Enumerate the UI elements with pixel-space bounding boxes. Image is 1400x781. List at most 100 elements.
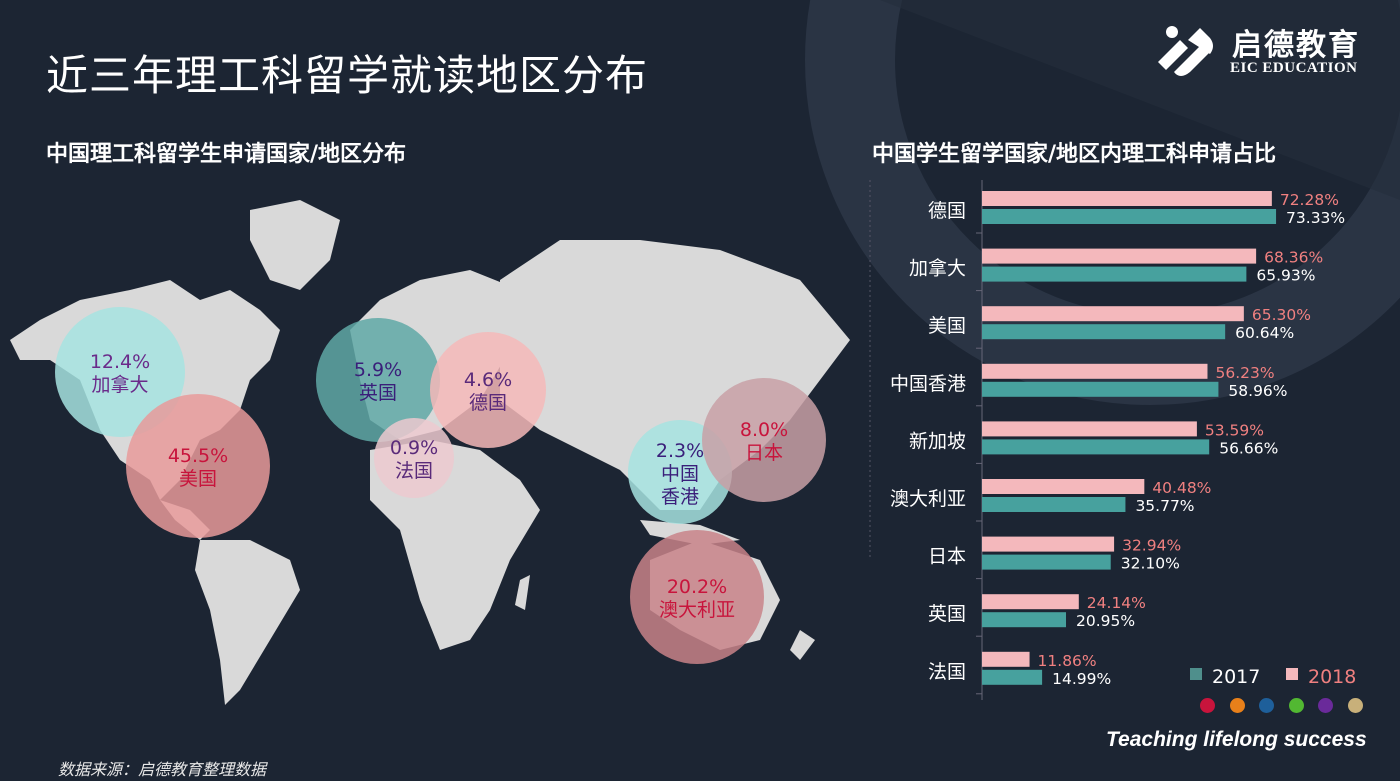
bubble-label: 美国 xyxy=(179,468,217,490)
data-label-2017: 58.96% xyxy=(1228,382,1287,400)
category-label: 德国 xyxy=(928,200,966,222)
legend-swatch xyxy=(1286,668,1298,680)
bar-2017 xyxy=(982,209,1277,224)
bubble-label: 香港 xyxy=(661,486,699,508)
bar-2017 xyxy=(982,554,1111,570)
bubble-7: 20.2%澳大利亚 xyxy=(630,530,764,664)
data-label-2018: 32.94% xyxy=(1122,537,1181,555)
bubble-3: 0.9%法国 xyxy=(374,418,454,498)
data-label-2018: 40.48% xyxy=(1152,479,1211,497)
bubble-label: 日本 xyxy=(745,442,783,464)
tagline: Teaching lifelong success xyxy=(1106,728,1367,751)
bubble-0: 12.4%加拿大 xyxy=(55,307,185,437)
category-label: 加拿大 xyxy=(909,257,966,280)
bubble-circle xyxy=(126,394,270,538)
eic-logo-icon xyxy=(1158,26,1213,76)
bubble-value: 4.6% xyxy=(464,369,512,391)
bar-2017 xyxy=(982,612,1067,628)
bubble-value: 2.3% xyxy=(656,440,704,462)
data-label-2017: 35.77% xyxy=(1135,497,1194,515)
bubble-1: 45.5%美国 xyxy=(126,394,270,538)
map-bubbles: 12.4%加拿大45.5%美国5.9%英国0.9%法国4.6%德国2.3%中国香… xyxy=(55,307,826,664)
data-label-2017: 60.64% xyxy=(1235,324,1294,342)
bubble-4: 4.6%德国 xyxy=(430,332,546,448)
category-label: 日本 xyxy=(928,546,966,568)
data-source: 数据来源：启德教育整理数据 xyxy=(58,760,267,779)
data-label-2018: 24.14% xyxy=(1087,594,1146,612)
data-label-2017: 56.66% xyxy=(1219,439,1278,457)
bar-2018 xyxy=(982,363,1208,379)
bubble-value: 0.9% xyxy=(390,437,438,459)
bubble-2: 5.9%英国 xyxy=(316,318,440,442)
bar-2017 xyxy=(982,324,1226,340)
south-america xyxy=(195,540,300,705)
legend-label: 2018 xyxy=(1308,666,1356,688)
data-label-2018: 65.30% xyxy=(1252,306,1311,324)
bar-2017 xyxy=(982,381,1219,397)
bubble-value: 20.2% xyxy=(667,576,727,598)
bubble-label: 德国 xyxy=(469,392,507,414)
bar-2018 xyxy=(982,651,1030,667)
legend-2018: 2018 xyxy=(1286,666,1356,688)
bar-2018 xyxy=(982,536,1115,552)
bubble-circle xyxy=(702,378,826,502)
legend-swatch xyxy=(1190,668,1202,680)
bubble-label: 法国 xyxy=(395,460,433,482)
madagascar xyxy=(515,575,530,610)
bubble-circle xyxy=(630,530,764,664)
color-dot xyxy=(1200,698,1215,713)
bar-2018 xyxy=(982,248,1257,264)
data-label-2018: 56.23% xyxy=(1215,364,1274,382)
bubble-label: 澳大利亚 xyxy=(659,599,735,621)
bar-2018 xyxy=(982,479,1145,494)
color-dots xyxy=(1200,698,1363,713)
legend-label: 2017 xyxy=(1212,666,1260,688)
page-title: 近三年理工科留学就读地区分布 xyxy=(46,51,649,100)
data-label-2018: 53.59% xyxy=(1205,421,1264,439)
data-label-2018: 72.28% xyxy=(1280,191,1339,209)
bubble-circle xyxy=(55,307,185,437)
data-label-2018: 11.86% xyxy=(1038,652,1097,670)
bubble-value: 5.9% xyxy=(354,359,402,381)
bar-2018 xyxy=(982,594,1079,610)
bubble-label: 英国 xyxy=(359,382,397,404)
bubble-label: 加拿大 xyxy=(91,373,148,396)
bubble-circle xyxy=(430,332,546,448)
data-label-2017: 32.10% xyxy=(1121,555,1180,573)
logo-en: EIC EDUCATION xyxy=(1230,60,1358,76)
bar-2018 xyxy=(982,421,1197,437)
logo-cn: 启德教育 xyxy=(1232,28,1360,63)
chart-title: 中国学生留学国家/地区内理工科申请占比 xyxy=(872,142,1277,167)
category-label: 法国 xyxy=(928,661,966,683)
bubble-circle xyxy=(374,418,454,498)
color-dot xyxy=(1259,698,1274,713)
bubble-circle xyxy=(316,318,440,442)
legend-2017: 2017 xyxy=(1190,666,1260,688)
bubble-6: 8.0%日本 xyxy=(702,378,826,502)
bar-2017 xyxy=(982,669,1043,685)
bar-2017 xyxy=(982,439,1210,455)
bubble-value: 12.4% xyxy=(90,351,150,373)
category-label: 澳大利亚 xyxy=(890,488,966,510)
bar-chart: 德国 72.28%73.33% 加拿大 68.36%65.93% 美国 65.30%60.… xyxy=(869,180,1356,700)
color-dot xyxy=(1347,698,1363,713)
bar-2017 xyxy=(982,266,1247,282)
data-label-2017: 14.99% xyxy=(1052,670,1111,688)
color-dot xyxy=(1288,698,1304,713)
new-zealand xyxy=(790,630,815,660)
category-label: 新加坡 xyxy=(909,430,966,452)
map-subtitle: 中国理工科留学生申请国家/地区分布 xyxy=(46,142,407,167)
bar-2018 xyxy=(982,191,1272,206)
bar-2018 xyxy=(982,306,1244,322)
category-label: 美国 xyxy=(928,315,966,337)
bubble-value: 8.0% xyxy=(740,419,788,441)
logo: 启德教育 EIC EDUCATION xyxy=(1150,18,1360,80)
data-label-2017: 20.95% xyxy=(1076,612,1135,630)
category-label: 中国香港 xyxy=(890,373,966,395)
bubble-value: 45.5% xyxy=(168,445,228,467)
data-label-2017: 65.93% xyxy=(1256,267,1315,285)
data-label-2018: 68.36% xyxy=(1264,249,1323,267)
greenland xyxy=(250,200,340,290)
data-label-2017: 73.33% xyxy=(1286,209,1345,227)
